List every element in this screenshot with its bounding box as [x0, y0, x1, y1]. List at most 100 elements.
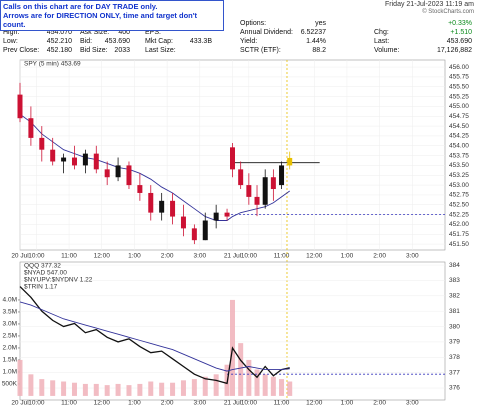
- candle-body: [61, 157, 67, 162]
- y-tick-label: 453.50: [449, 162, 469, 169]
- ma-line: [19, 113, 290, 221]
- candle-body: [180, 216, 186, 229]
- volume-bar: [93, 383, 99, 396]
- volume-bar: [246, 359, 252, 396]
- y-tick-label: 453.00: [449, 182, 469, 189]
- quote-value: +0.33%: [448, 20, 472, 27]
- candle-body: [50, 149, 56, 162]
- y2-tick-label: 3.0M: [3, 321, 17, 328]
- panel: [19, 261, 446, 401]
- x-tick-label: 21 Jul: [224, 400, 242, 406]
- legend: $TRIN 1.17: [24, 284, 58, 291]
- y-tick-label: 452.75: [449, 192, 469, 199]
- quote-value: 452.180: [46, 47, 72, 54]
- candle-body: [115, 165, 121, 178]
- volume-bar: [17, 359, 23, 396]
- x-tick-label: 12:00: [94, 400, 111, 406]
- y-tick-label: 382: [449, 293, 460, 300]
- quote-label: Chg:: [374, 29, 389, 36]
- y-tick-label: 379: [449, 339, 460, 346]
- volume-bar: [126, 385, 132, 396]
- volume-bar: [270, 376, 276, 396]
- candle-body: [71, 157, 77, 166]
- volume-bar: [148, 381, 154, 396]
- volume-bar: [39, 379, 45, 396]
- y2-tick-label: 4.0M: [3, 297, 17, 304]
- candle-body: [126, 165, 132, 186]
- y2-tick-label: 1.0M: [3, 369, 17, 376]
- note-line: Arrows are for DIRECTION ONLY, time and …: [3, 11, 198, 29]
- legend: $NYUPV:$NYDNV 1.22: [24, 277, 93, 284]
- x-tick-label: 10:00: [28, 253, 45, 260]
- y-tick-label: 384: [449, 262, 460, 269]
- candle-body: [238, 169, 244, 186]
- y-tick-label: 378: [449, 354, 460, 361]
- y-tick-label: 380: [449, 323, 460, 330]
- y-tick-label: 451.50: [449, 241, 469, 248]
- y-tick-label: 376: [449, 385, 460, 392]
- volume-bar: [279, 379, 285, 396]
- volume-bar: [115, 383, 121, 396]
- quote-value: 453.690: [446, 38, 472, 45]
- volume-bar: [254, 369, 260, 396]
- x-tick-label: 2:00: [161, 253, 174, 260]
- candle-body: [159, 200, 165, 213]
- note: Calls on this chart are for DAY TRADE on…: [0, 0, 224, 31]
- candle-body: [191, 228, 197, 241]
- price-line: [19, 301, 290, 372]
- quote-label: Last:: [374, 38, 390, 45]
- x-tick-label: 12:00: [306, 400, 323, 406]
- note-line: Calls on this chart are for DAY TRADE on…: [3, 2, 158, 11]
- y-tick-label: 453.75: [449, 152, 469, 159]
- quote-value: 453.690: [104, 38, 130, 45]
- quote-label: SCTR (ETF):: [240, 47, 281, 54]
- candle-body: [279, 165, 285, 186]
- x-tick-label: 20 Jul: [11, 400, 29, 406]
- y2-tick-label: 2.0M: [3, 345, 17, 352]
- candle-body: [262, 177, 268, 205]
- quote-value: 400: [118, 29, 130, 36]
- candle-body: [270, 177, 276, 190]
- x-tick-label: 11:00: [274, 253, 290, 260]
- quote-value: 1.44%: [306, 38, 326, 45]
- candle-body: [170, 200, 176, 217]
- y-tick-label: 454.00: [449, 142, 469, 149]
- volume-bar: [50, 380, 56, 396]
- quote-label: Options:: [240, 20, 267, 27]
- y-tick-label: 455.75: [449, 74, 469, 81]
- y-tick-label: 454.25: [449, 133, 469, 140]
- y-tick-label: 453.25: [449, 172, 469, 179]
- quote-label: Annual Dividend:: [240, 29, 293, 36]
- quote-value: 433.3B: [189, 38, 212, 45]
- x-tick-label: 1:00: [128, 253, 141, 260]
- x-tick-label: 1:00: [341, 400, 354, 406]
- y-tick-label: 454.50: [449, 123, 469, 130]
- legend: SPY (5 min) 453.69: [24, 61, 81, 68]
- quote-label: Low:: [3, 38, 18, 45]
- volume-bar: [238, 343, 244, 396]
- quote-value: +1.510: [450, 29, 472, 36]
- volume-bar: [287, 381, 293, 396]
- candle-body: [93, 153, 99, 170]
- quote-label: Yield:: [240, 38, 258, 45]
- candle-body: [246, 185, 252, 197]
- volume-bar: [180, 380, 186, 396]
- candle-body: [82, 153, 88, 166]
- x-tick-label: 2:00: [161, 400, 174, 406]
- quote-value: 454.070: [46, 29, 72, 36]
- x-tick-label: 3:00: [406, 253, 419, 260]
- x-tick-label: 2:00: [373, 400, 386, 406]
- quote-value: 2033: [114, 47, 130, 54]
- quote-value: 17,126,882: [436, 47, 472, 54]
- x-tick-label: 10:00: [241, 253, 258, 260]
- y-tick-label: 452.25: [449, 211, 469, 218]
- quote-label: Bid Size:: [80, 47, 108, 54]
- x-tick-label: 1:00: [341, 253, 354, 260]
- quote-label: Prev Close:: [3, 47, 40, 54]
- volume-bar: [137, 383, 143, 396]
- quote-label: High:: [3, 29, 20, 36]
- x-tick-label: 11:00: [274, 400, 290, 406]
- y-tick-label: 455.50: [449, 83, 469, 90]
